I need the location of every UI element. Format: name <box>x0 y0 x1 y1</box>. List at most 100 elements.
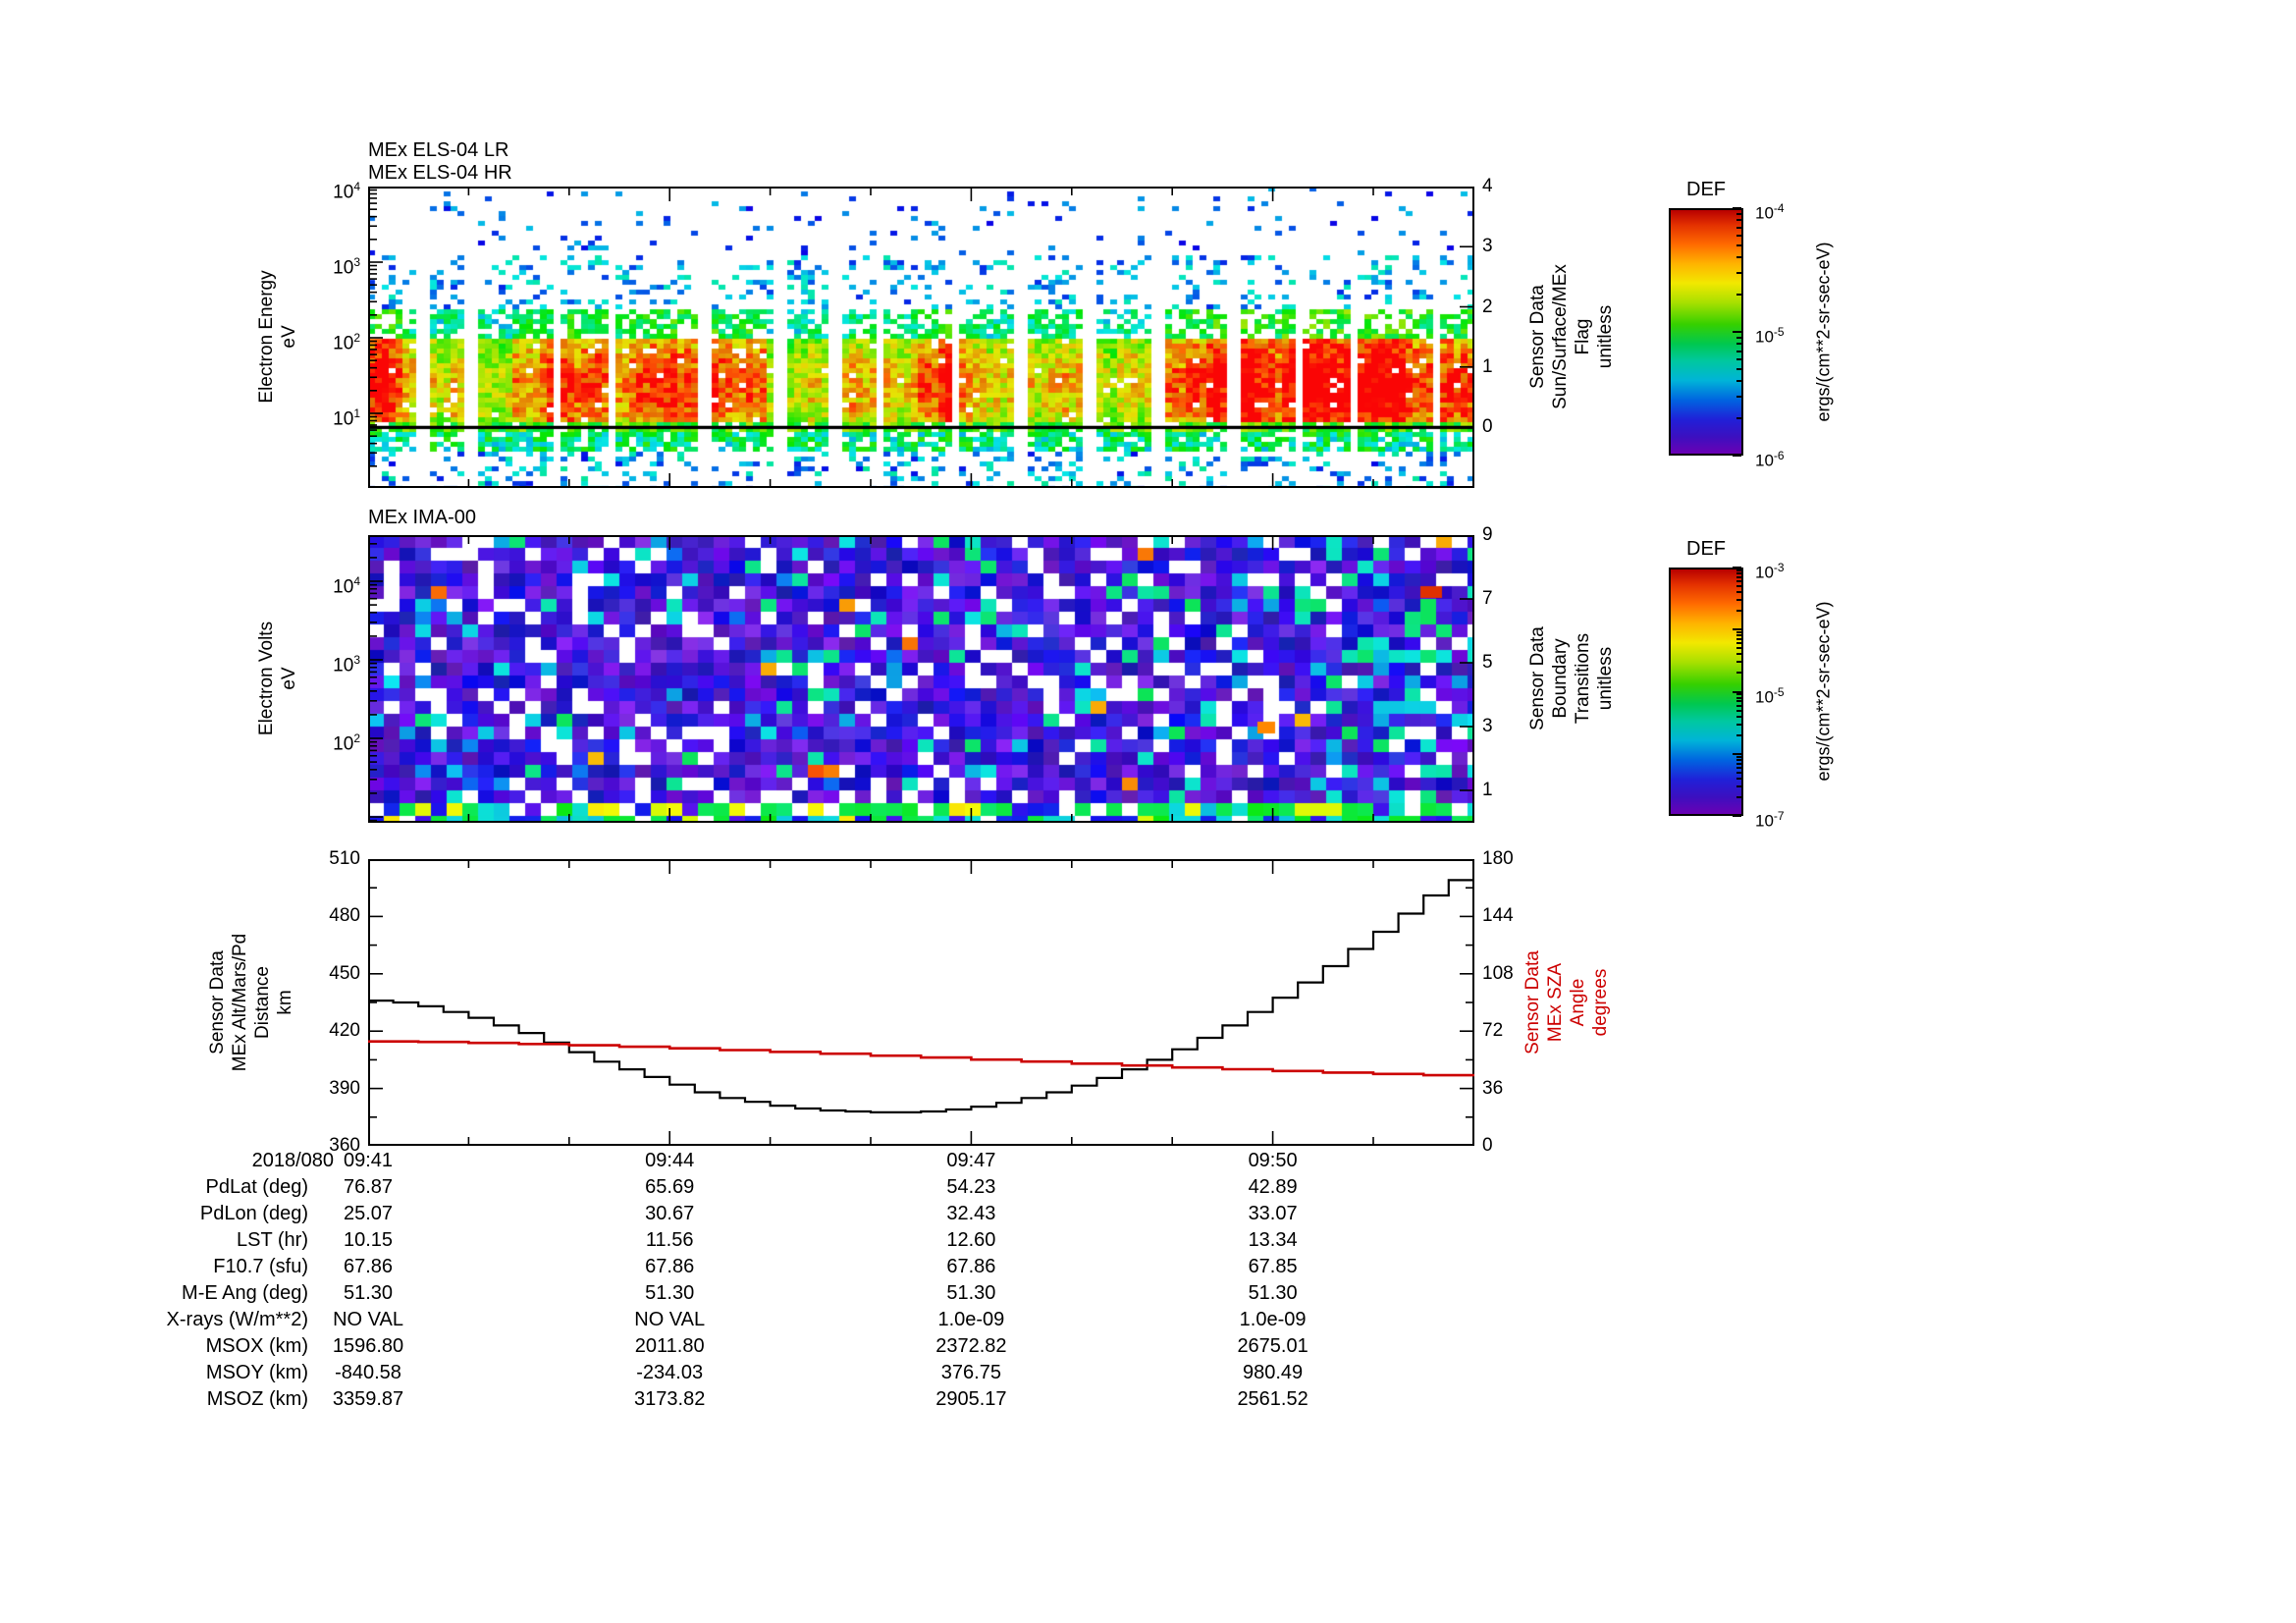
colorbar-tick <box>1736 336 1741 339</box>
colorbar-tick <box>1736 771 1741 774</box>
colorbar-tick <box>1736 733 1741 736</box>
table-row-label: F10.7 (sfu) <box>213 1256 308 1277</box>
table-cell: 54.23 <box>946 1176 996 1198</box>
colorbar-tick <box>1736 580 1741 583</box>
colorbar-tick <box>1736 661 1741 664</box>
table-cell: 51.30 <box>343 1282 394 1304</box>
table-cell: 2011.80 <box>634 1335 705 1357</box>
y-axis-tick-label: 102 <box>333 731 360 755</box>
colorbar-tick <box>1736 271 1741 274</box>
table-row-label: M-E Ang (deg) <box>182 1282 308 1304</box>
right-axis-tick-label: 4 <box>1482 176 1493 196</box>
colorbar-tick <box>1736 234 1741 237</box>
table-date-label: 2018/080 <box>251 1150 334 1171</box>
colorbar-tick <box>1736 380 1741 383</box>
table-cell: 1.0e-09 <box>937 1309 1005 1330</box>
table-cell: 67.86 <box>645 1256 695 1277</box>
right-axis-tick-label: 108 <box>1482 962 1514 984</box>
colorbar-tick <box>1733 815 1741 817</box>
colorbar-tick <box>1736 417 1741 420</box>
colorbar-tick <box>1736 693 1741 696</box>
right-axis-tick-label: 144 <box>1482 905 1514 927</box>
alt-axes <box>368 859 1474 1146</box>
right-axis-tick-label: 7 <box>1482 588 1493 609</box>
right-axis-tick-label: 180 <box>1482 848 1514 869</box>
colorbar-tick <box>1736 585 1741 588</box>
y-axis-tick-label: 101 <box>333 406 360 430</box>
colorbar-tick <box>1733 567 1741 568</box>
table-cell: -234.03 <box>636 1362 704 1383</box>
x-axis-tick-label: 09:47 <box>946 1150 996 1171</box>
table-cell: -840.58 <box>335 1362 401 1383</box>
table-cell: 67.85 <box>1248 1256 1298 1277</box>
colorbar-tick-label: 10-4 <box>1755 201 1785 223</box>
colorbar-1 <box>1669 208 1743 456</box>
y-axis-tick-label: 104 <box>333 180 360 203</box>
colorbar-tick <box>1736 256 1741 259</box>
y-axis-tick-label: 360 <box>329 1135 360 1156</box>
table-cell: 51.30 <box>946 1282 996 1304</box>
alt-ylabel: Sensor Data MEx Alt/Mars/Pd Distance km <box>207 933 295 1072</box>
table-cell: 33.07 <box>1248 1203 1298 1224</box>
colorbar-tick <box>1736 784 1741 787</box>
colorbar-tick <box>1736 395 1741 398</box>
table-cell: 42.89 <box>1248 1176 1298 1198</box>
y-axis-tick-label: 450 <box>329 962 360 984</box>
right-axis-tick-label: 3 <box>1482 236 1493 257</box>
colorbar-tick <box>1736 755 1741 758</box>
colorbar-tick <box>1736 762 1741 765</box>
colorbar-tick <box>1736 575 1741 578</box>
table-row-label: MSOZ (km) <box>206 1388 308 1410</box>
table-cell: 12.60 <box>946 1229 996 1251</box>
table-row-label: PdLon (deg) <box>199 1203 308 1224</box>
colorbar-tick <box>1736 343 1741 346</box>
table-cell: 67.86 <box>946 1256 996 1277</box>
colorbar-tick <box>1736 777 1741 780</box>
colorbar-tick <box>1736 634 1741 637</box>
table-cell: 13.34 <box>1248 1229 1298 1251</box>
table-cell: NO VAL <box>333 1309 403 1330</box>
colorbar-tick <box>1736 219 1741 222</box>
right-axis-tick-label: 9 <box>1482 524 1493 545</box>
right-axis-tick-label: 36 <box>1482 1077 1504 1099</box>
y-axis-tick-label: 104 <box>333 574 360 598</box>
table-cell: 76.87 <box>343 1176 394 1198</box>
colorbar-tick <box>1736 357 1741 360</box>
y-axis-tick-label: 390 <box>329 1077 360 1099</box>
colorbar-tick-label: 10-6 <box>1755 449 1785 470</box>
colorbar-tick-label: 10-7 <box>1755 809 1785 831</box>
y-axis-tick-label: 102 <box>333 331 360 354</box>
colorbar-tick <box>1736 672 1741 675</box>
table-cell: 1.0e-09 <box>1239 1309 1307 1330</box>
els-title: MEx ELS-04 LR MEx ELS-04 HR <box>368 139 512 184</box>
y-axis-tick-label: 480 <box>329 905 360 927</box>
table-cell: 65.69 <box>645 1176 695 1198</box>
colorbar-tick-label: 10-3 <box>1755 561 1785 582</box>
colorbar-tick <box>1736 572 1741 575</box>
ima-spectrogram-canvas <box>368 535 1474 823</box>
y-axis-tick-label: 103 <box>333 653 360 676</box>
table-cell: 25.07 <box>343 1203 394 1224</box>
table-cell: 32.43 <box>946 1203 996 1224</box>
right-axis-tick-label: 3 <box>1482 716 1493 736</box>
colorbar-tick <box>1736 610 1741 613</box>
colorbar-tick <box>1736 766 1741 769</box>
colorbar-tick <box>1736 243 1741 246</box>
colorbar-tick <box>1733 752 1741 755</box>
colorbar-tick <box>1736 638 1741 641</box>
colorbar-tick <box>1733 690 1741 693</box>
table-cell: 51.30 <box>1248 1282 1298 1304</box>
colorbar-tick <box>1736 631 1741 634</box>
colorbar-tick <box>1736 350 1741 352</box>
y-axis-tick-label: 103 <box>333 255 360 279</box>
colorbar-tick <box>1736 294 1741 297</box>
colorbar-tick <box>1736 758 1741 761</box>
colorbar-2 <box>1669 568 1743 816</box>
colorbar-tick <box>1733 207 1741 209</box>
colorbar-tick-label: 10-5 <box>1755 325 1785 347</box>
y-axis-tick-label: 420 <box>329 1020 360 1042</box>
colorbar-tick <box>1736 704 1741 707</box>
colorbar-tick <box>1736 653 1741 656</box>
colorbar-2-units: ergs/(cm**2-sr-sec-eV) <box>1813 601 1834 782</box>
